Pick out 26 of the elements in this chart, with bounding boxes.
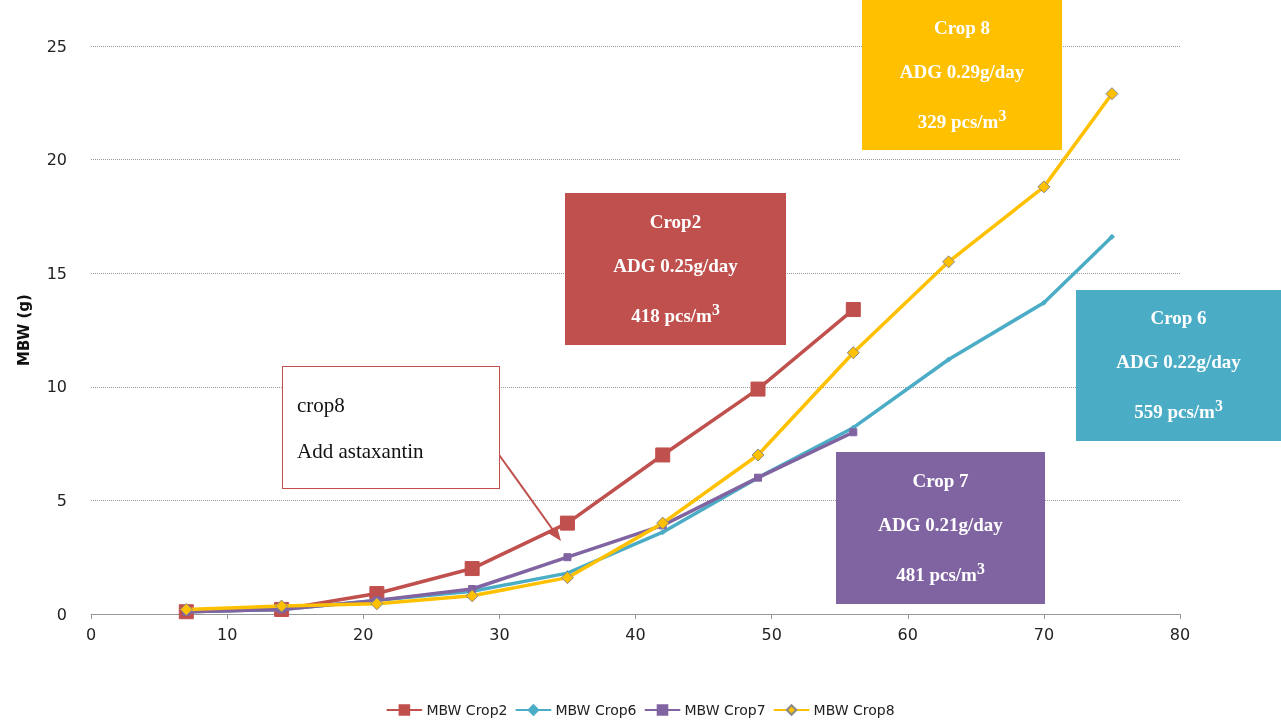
y-tick-label: 5 <box>56 490 67 510</box>
legend-label: MBW Crop8 <box>813 702 895 718</box>
note-box: Crop 7 ADG 0.21g/day 481 pcs/m$^{3}$ <box>836 452 1045 604</box>
y-tick-label: 0 <box>56 604 67 624</box>
y-axis-title: MBW (g) <box>14 294 33 366</box>
x-tick-label: 10 <box>216 624 238 644</box>
y-tick-label: 25 <box>46 36 67 56</box>
x-tick-label: 80 <box>1169 624 1191 644</box>
x-tick-label: 60 <box>897 624 918 644</box>
note-box: Crop2 ADG 0.25g/day 418 pcs/m$^{3}$ <box>565 193 786 345</box>
y-tick-label: 10 <box>46 377 67 397</box>
legend-label: MBW Crop7 <box>684 702 766 718</box>
x-tick-label: 30 <box>489 624 510 644</box>
x-tick-label: 0 <box>85 624 97 644</box>
legend-label: MBW Crop2 <box>426 702 508 718</box>
x-tick-label: 20 <box>353 624 374 644</box>
note-box: crop8 Add astaxantin <box>282 366 500 489</box>
annotation: crop8 Add astaxantin <box>297 391 424 465</box>
x-tick-label: 70 <box>1033 624 1055 644</box>
y-tick-label: 15 <box>46 263 67 283</box>
note-box: Crop 6 ADG 0.22g/day 559 pcs/m$^{3}$ <box>1076 290 1281 441</box>
legend-label: MBW Crop6 <box>555 702 637 718</box>
x-tick-label: 50 <box>761 624 782 644</box>
y-tick-label: 20 <box>46 150 67 170</box>
note-box: Crop 8 ADG 0.29g/day 329 pcs/m$^{3}$ <box>862 0 1062 150</box>
x-tick-label: 40 <box>625 624 646 644</box>
